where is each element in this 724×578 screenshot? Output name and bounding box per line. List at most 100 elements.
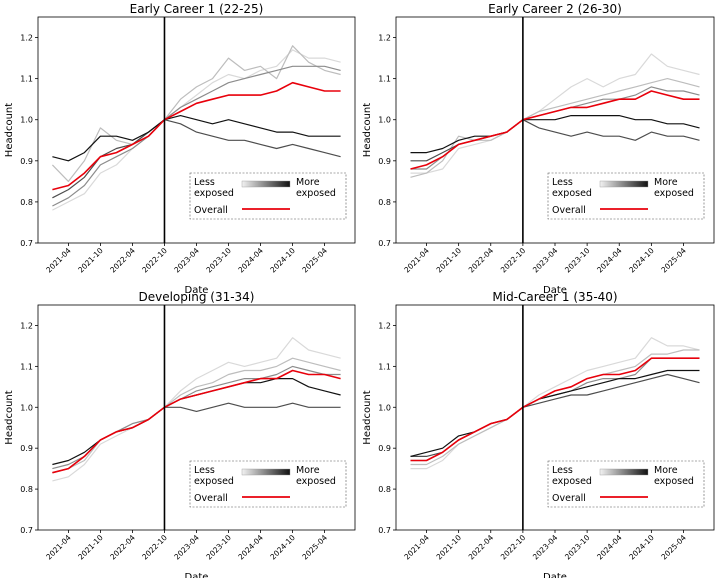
x-tick-label: 2023-04 [172, 246, 201, 275]
y-tick-label: 1.1 [378, 362, 391, 371]
x-tick-label: 2021-04 [402, 533, 431, 562]
overall-series-line [52, 81, 341, 191]
legend-exposure-gradient [241, 468, 291, 476]
y-tick-label: 0.9 [20, 157, 33, 166]
y-tick-label: 0.9 [378, 157, 391, 166]
y-tick-label: 0.8 [20, 198, 33, 207]
x-tick-label: 2023-04 [531, 533, 560, 562]
x-tick-label: 2022-10 [499, 246, 528, 275]
x-tick-label: 2021-10 [435, 533, 464, 562]
legend-overall-label: Overall [194, 205, 228, 216]
x-tick-label: 2022-04 [108, 246, 137, 275]
x-tick-label: 2021-10 [76, 533, 105, 562]
legend-more-label: More exposed [654, 177, 694, 199]
x-tick-label: 2022-04 [108, 533, 137, 562]
overall-series-line [52, 369, 341, 474]
x-tick-label: 2024-04 [595, 246, 624, 275]
y-tick-label: 1.0 [378, 116, 391, 125]
y-tick-label: 0.8 [20, 485, 33, 494]
y-tick-label: 1.2 [20, 34, 33, 43]
series-group [52, 337, 341, 482]
series-group [410, 53, 700, 178]
legend-exposure-gradient [599, 468, 649, 476]
series-line-2 [410, 349, 700, 466]
series-line-1 [52, 49, 341, 211]
x-tick-label: 2021-10 [76, 246, 105, 275]
y-axis-label: Headcount [362, 390, 373, 444]
series-group [51, 45, 341, 211]
x-tick-label: 2023-10 [563, 533, 592, 562]
y-tick-label: 0.8 [378, 198, 391, 207]
x-axis-label: Date [185, 285, 209, 296]
x-tick-label: 2024-10 [268, 246, 297, 275]
x-tick-label: 2022-10 [499, 533, 528, 562]
y-tick-label: 1.1 [20, 362, 33, 371]
y-tick-label: 1.1 [20, 75, 33, 84]
series-line-5 [52, 114, 341, 162]
x-tick-label: 2023-10 [563, 246, 592, 275]
series-line-2 [52, 357, 341, 474]
x-tick-label: 2022-04 [467, 246, 496, 275]
x-tick-label: 2021-10 [435, 246, 464, 275]
series-line-2 [51, 45, 341, 182]
x-tick-label: 2022-10 [140, 246, 169, 275]
series-line-2 [410, 77, 700, 178]
legend-more-label: More exposed [296, 177, 336, 199]
legend-less-label: Less exposed [552, 465, 592, 487]
legend-box [189, 460, 347, 508]
y-tick-label: 0.9 [20, 444, 33, 453]
y-tick-label: 1.2 [378, 34, 391, 43]
series-line-5 [410, 114, 700, 154]
y-tick-label: 0.9 [378, 444, 391, 453]
x-tick-label: 2024-10 [627, 533, 656, 562]
y-tick-label: 0.7 [378, 239, 391, 248]
y-tick-label: 1.0 [20, 403, 33, 412]
series-line-1 [410, 337, 700, 470]
x-tick-label: 2025-04 [659, 246, 688, 275]
x-tick-label: 2024-04 [595, 533, 624, 562]
series-line-3 [52, 65, 341, 207]
x-tick-label: 2025-04 [300, 246, 329, 275]
x-tick-label: 2023-04 [172, 533, 201, 562]
legend-exposure-gradient [599, 180, 649, 188]
legend: Less exposed More exposed Overall [547, 460, 705, 508]
panel-title: Early Career 2 (26-30) [488, 2, 622, 16]
legend: Less exposed More exposed Overall [189, 460, 347, 508]
legend-overall-label: Overall [552, 493, 586, 504]
y-tick-label: 1.1 [378, 75, 391, 84]
x-axis-label: Date [185, 572, 209, 578]
y-tick-label: 0.7 [20, 526, 33, 535]
legend: Less exposed More exposed Overall [547, 172, 705, 220]
x-tick-label: 2025-04 [300, 533, 329, 562]
x-tick-label: 2024-04 [236, 533, 265, 562]
series-line-1 [410, 53, 700, 174]
series-line-3 [52, 365, 341, 470]
panel-title: Early Career 1 (22-25) [130, 2, 264, 16]
x-axis-label: Date [543, 572, 567, 578]
y-tick-label: 1.0 [20, 116, 33, 125]
series-line-1 [52, 337, 341, 482]
y-tick-label: 0.8 [378, 485, 391, 494]
x-tick-label: 2021-04 [44, 533, 73, 562]
x-tick-label: 2022-10 [140, 533, 169, 562]
y-tick-label: 1.0 [378, 403, 391, 412]
legend: Less exposed More exposed Overall [189, 172, 347, 220]
series-group [410, 337, 700, 470]
x-tick-label: 2021-04 [44, 246, 73, 275]
x-tick-label: 2021-04 [402, 246, 431, 275]
overall-series-line [410, 90, 700, 170]
panel-title: Developing (31-34) [138, 290, 254, 304]
y-tick-label: 1.2 [378, 321, 391, 330]
legend-more-label: More exposed [654, 465, 694, 487]
legend-box [547, 172, 705, 220]
legend-less-label: Less exposed [194, 465, 234, 487]
panel-title: Mid-Career 1 (35-40) [492, 290, 617, 304]
legend-exposure-gradient [241, 180, 291, 188]
overall-series-line [410, 357, 700, 462]
legend-box [547, 460, 705, 508]
x-tick-label: 2024-04 [236, 246, 265, 275]
